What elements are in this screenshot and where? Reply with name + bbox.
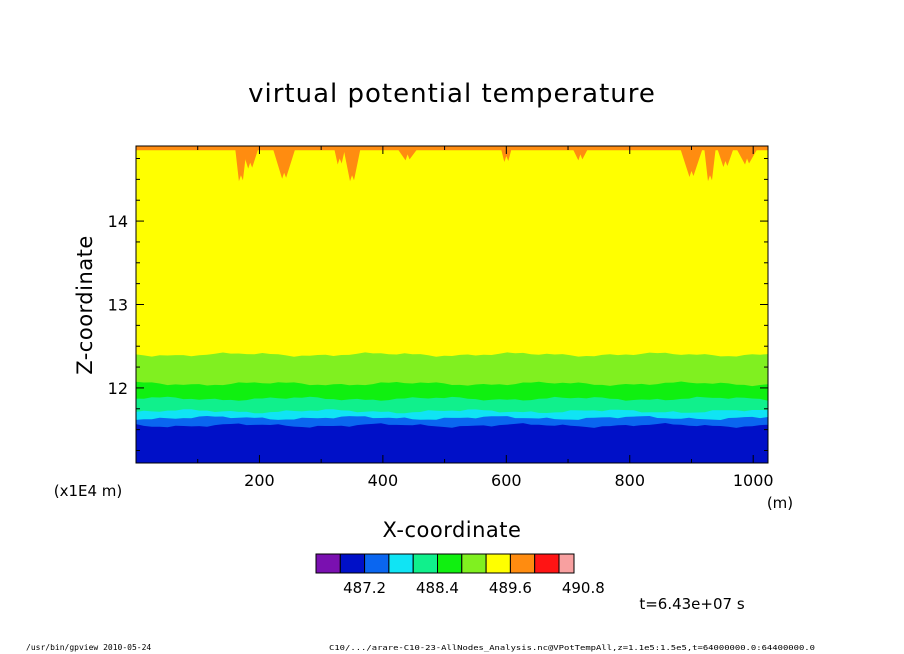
contour-spike (716, 146, 735, 168)
colorbar-label: 489.6 (489, 579, 532, 597)
colorbar: 487.2 488.4 489.6 490.8 (315, 553, 605, 597)
contour-spike (571, 146, 590, 161)
footer-right: C10/.../arare-C10-23-AllNodes_Analysis.n… (329, 644, 815, 652)
colorbar-swatch (461, 553, 487, 574)
y-axis-unit: (x1E4 m) (54, 482, 123, 500)
contour-spike (500, 146, 513, 163)
colorbar-swatch (534, 553, 560, 574)
chart-title: virtual potential temperature (248, 79, 656, 109)
plot-area (135, 145, 769, 464)
contour-spike (333, 146, 346, 165)
colorbar-label: 487.2 (343, 579, 386, 597)
contour-spike (343, 146, 362, 182)
x-axis-unit: (m) (767, 494, 793, 512)
x-tick-label: 1000 (733, 471, 774, 490)
footer-left: /usr/bin/gpview 2010-05-24 (26, 643, 151, 652)
colorbar-label: 490.8 (562, 579, 605, 597)
x-tick-label: 600 (491, 471, 522, 490)
colorbar-swatch (485, 553, 511, 574)
colorbar-swatch (364, 553, 390, 574)
y-tick-label: 12 (108, 379, 128, 398)
contour-spike (272, 146, 297, 179)
colorbar-swatch (437, 553, 463, 574)
x-tick-label: 200 (244, 471, 275, 490)
colorbar-swatch (412, 553, 439, 574)
contour-spike (241, 146, 260, 169)
x-axis: 200 400 600 800 1000 (197, 146, 774, 490)
x-tick-label: 400 (368, 471, 399, 490)
x-axis-label: X-coordinate (383, 518, 522, 542)
colorbar-swatch (509, 553, 536, 574)
x-tick-label: 800 (614, 471, 645, 490)
colorbar-swatch (388, 553, 414, 574)
y-tick-label: 13 (108, 296, 128, 315)
contour-spike (395, 146, 420, 161)
contour-band (136, 423, 768, 463)
contour-spike (679, 146, 704, 178)
colorbar-label: 488.4 (416, 579, 459, 597)
contour-spike (703, 146, 716, 182)
colorbar-swatch (315, 553, 341, 574)
time-annotation: t=6.43e+07 s (639, 595, 745, 613)
colorbar-swatch (339, 553, 366, 574)
y-axis: 12 13 14 (108, 158, 768, 451)
y-tick-label: 14 (108, 212, 128, 231)
colorbar-swatch (558, 553, 575, 574)
contour-fill (136, 146, 768, 463)
y-axis-label: Z-coordinate (73, 235, 97, 375)
